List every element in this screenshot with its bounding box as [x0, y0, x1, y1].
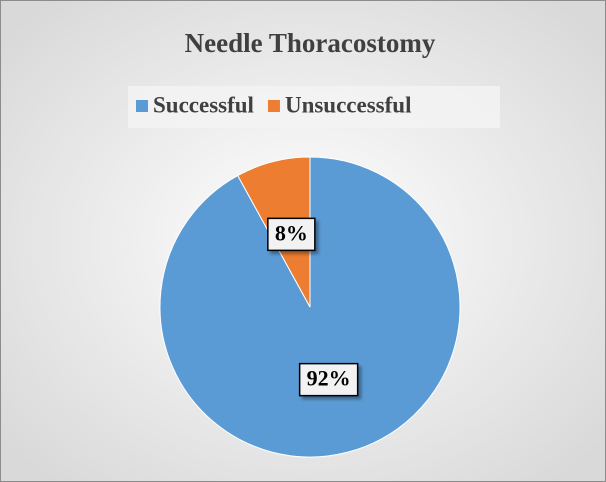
- data-label-box: [298, 362, 359, 397]
- legend-background: [128, 86, 500, 128]
- legend-swatch: [267, 100, 280, 112]
- data-label: 92%: [307, 366, 351, 391]
- legend-label: Unsuccessful: [285, 92, 412, 117]
- legend-label: Successful: [153, 92, 254, 117]
- data-label: 8%: [275, 220, 308, 245]
- legend-swatch: [136, 100, 148, 112]
- chart-title: Needle Thoracostomy: [185, 28, 436, 58]
- data-label-box: [267, 217, 316, 252]
